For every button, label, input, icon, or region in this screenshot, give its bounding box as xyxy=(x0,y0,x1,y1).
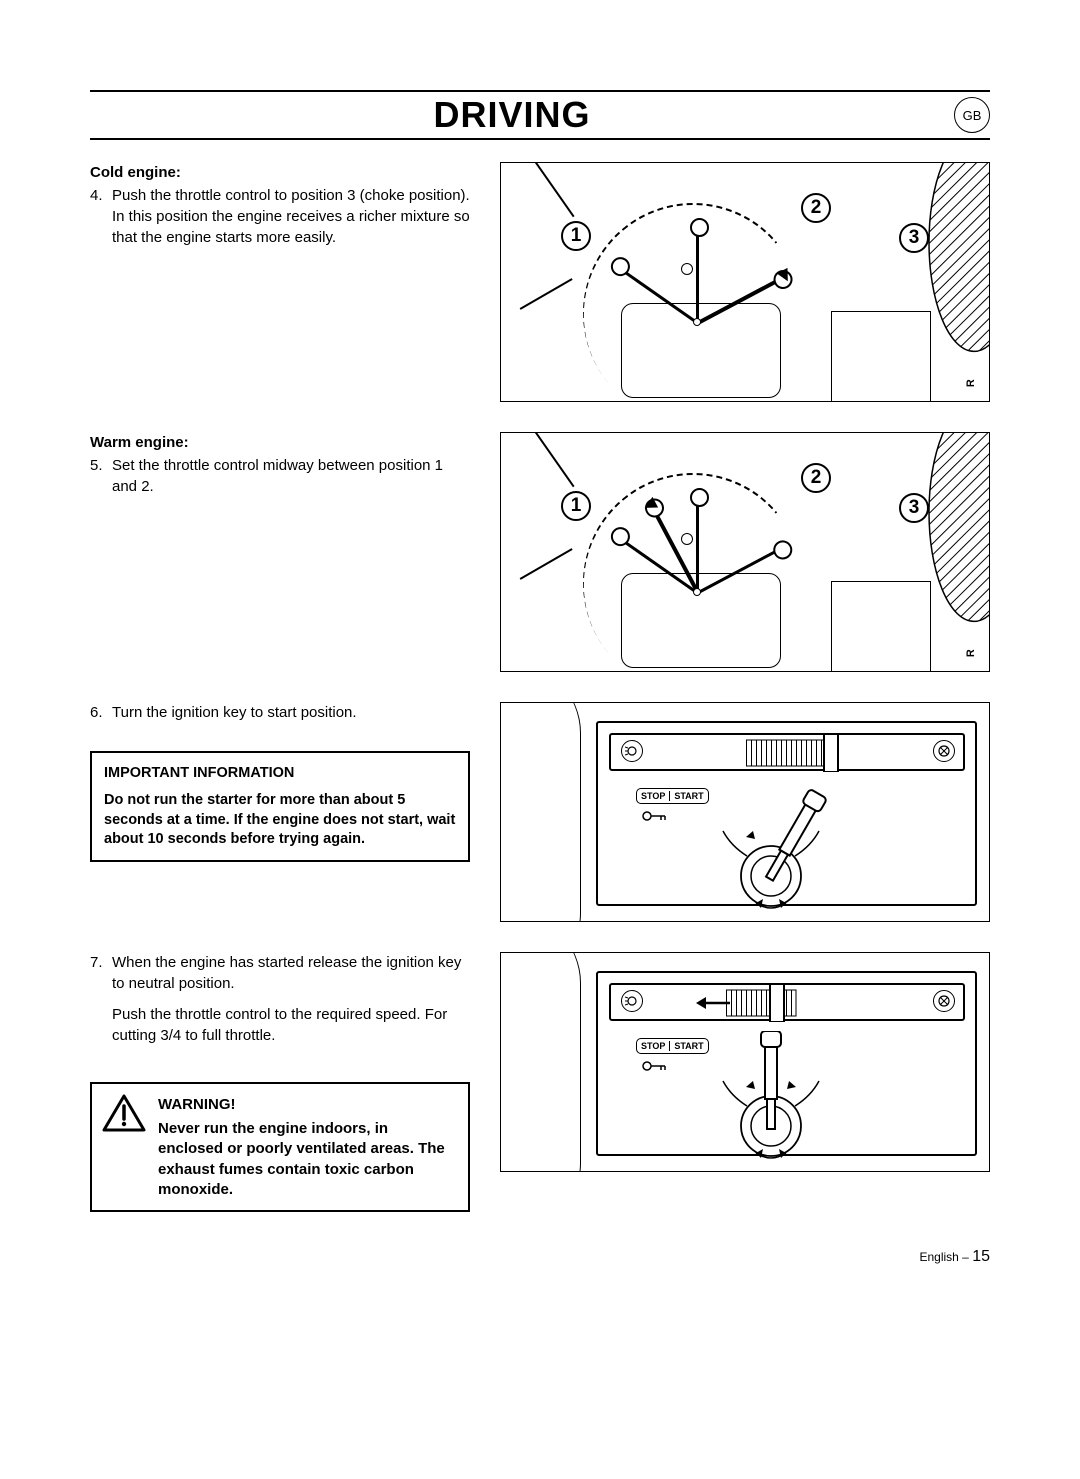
headlight-icon xyxy=(621,990,643,1012)
page-title: DRIVING xyxy=(90,94,934,136)
ignition-cylinder xyxy=(711,781,831,911)
throttle-diagram-cold: R 1 2 3 xyxy=(500,162,990,402)
svg-text:R: R xyxy=(965,649,977,657)
step-number: 4. xyxy=(90,185,112,248)
step-number: 6. xyxy=(90,702,112,723)
language-badge: GB xyxy=(954,97,990,133)
warning-icon xyxy=(102,1094,146,1132)
stop-start-label: STOPSTART xyxy=(636,788,709,804)
cold-engine-heading: Cold engine: xyxy=(90,162,470,183)
throttle-lever xyxy=(696,228,699,323)
step-text: When the engine has started release the … xyxy=(112,952,470,994)
throttle-slider-icon xyxy=(746,734,856,772)
position-label: 3 xyxy=(899,223,929,253)
position-label: 1 xyxy=(561,491,591,521)
section-step7: 7. When the engine has started release t… xyxy=(90,952,990,1212)
panel-curve xyxy=(500,952,581,1172)
page-footer: English – 15 xyxy=(90,1248,990,1266)
position-label: 2 xyxy=(801,193,831,223)
warning-box: WARNING! Never run the engine indoors, i… xyxy=(90,1082,470,1212)
position-label: 3 xyxy=(899,493,929,523)
ignition-cylinder xyxy=(711,1031,831,1161)
key-glyph-icon xyxy=(641,1059,667,1073)
stop-start-label: STOPSTART xyxy=(636,1038,709,1054)
footer-lang: English xyxy=(919,1250,958,1264)
svg-text:R: R xyxy=(965,379,977,387)
throttle-lever xyxy=(696,498,699,593)
info-box-body: Do not run the starter for more than abo… xyxy=(104,791,456,850)
info-box-title: IMPORTANT INFORMATION xyxy=(104,763,456,783)
page-header: DRIVING GB xyxy=(90,90,990,140)
arrow-left-icon xyxy=(696,995,730,1016)
throttle-pivot xyxy=(693,318,701,326)
ignition-diagram-neutral: STOPSTART xyxy=(500,952,990,1172)
step-number: 7. xyxy=(90,952,112,994)
footer-page-number: 15 xyxy=(972,1248,990,1265)
headlight-icon xyxy=(621,740,643,762)
section-warm-engine: Warm engine: 5. Set the throttle control… xyxy=(90,432,990,672)
indicator-icon xyxy=(933,740,955,762)
step-text-secondary: Push the throttle control to the require… xyxy=(112,1004,470,1046)
footer-sep: – xyxy=(962,1250,969,1264)
warning-body: Never run the engine indoors, in enclose… xyxy=(158,1119,456,1200)
panel-curve xyxy=(500,702,581,922)
panel-outline xyxy=(831,581,931,671)
throttle-diagram-warm: R 1 2 3 xyxy=(500,432,990,672)
step-text: Push the throttle control to position 3 … xyxy=(112,185,470,248)
warm-engine-heading: Warm engine: xyxy=(90,432,470,453)
throttle-pivot xyxy=(693,588,701,596)
panel-outline xyxy=(831,311,931,401)
section-step6: 6. Turn the ignition key to start positi… xyxy=(90,702,990,922)
warning-title: WARNING! xyxy=(158,1094,456,1115)
step-number: 5. xyxy=(90,455,112,497)
indicator-icon xyxy=(933,990,955,1012)
position-label: 2 xyxy=(801,463,831,493)
important-info-box: IMPORTANT INFORMATION Do not run the sta… xyxy=(90,751,470,862)
throttle-slider-icon xyxy=(726,984,816,1022)
ignition-diagram-start: STOPSTART xyxy=(500,702,990,922)
section-cold-engine: Cold engine: 4. Push the throttle contro… xyxy=(90,162,990,402)
step-text: Set the throttle control midway between … xyxy=(112,455,470,497)
key-glyph-icon xyxy=(641,809,667,823)
position-label: 1 xyxy=(561,221,591,251)
step-text: Turn the ignition key to start position. xyxy=(112,702,470,723)
